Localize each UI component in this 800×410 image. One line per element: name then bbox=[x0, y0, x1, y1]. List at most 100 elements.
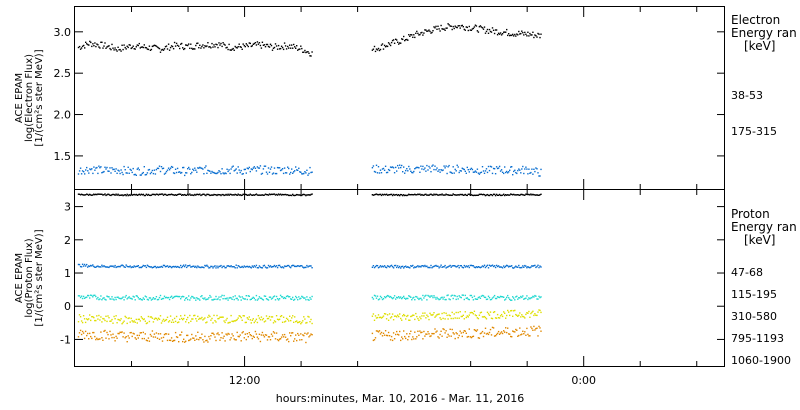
proton-point bbox=[220, 265, 221, 266]
proton-point bbox=[118, 333, 119, 334]
electron-point bbox=[433, 169, 434, 170]
proton-point bbox=[258, 315, 259, 316]
proton-point bbox=[416, 336, 417, 337]
proton-point bbox=[487, 265, 488, 266]
proton-point bbox=[275, 299, 276, 300]
electron-legend-title-1: Electron bbox=[731, 13, 780, 27]
electron-point bbox=[276, 173, 277, 174]
proton-point bbox=[414, 332, 415, 333]
electron-point bbox=[155, 173, 156, 174]
proton-point bbox=[78, 321, 79, 322]
proton-point bbox=[138, 297, 139, 298]
proton-point bbox=[417, 331, 418, 332]
proton-point bbox=[379, 298, 380, 299]
proton-point bbox=[443, 266, 444, 267]
electron-point bbox=[444, 30, 445, 31]
electron-point bbox=[501, 169, 502, 170]
proton-point bbox=[135, 322, 136, 323]
electron-point bbox=[434, 166, 435, 167]
proton-point bbox=[113, 266, 114, 267]
proton-point bbox=[304, 318, 305, 319]
proton-point bbox=[289, 296, 290, 297]
proton-point bbox=[143, 332, 144, 333]
proton-point bbox=[533, 315, 534, 316]
proton-point bbox=[144, 338, 145, 339]
proton-point bbox=[275, 321, 276, 322]
proton-point bbox=[233, 296, 234, 297]
electron-point bbox=[412, 172, 413, 173]
proton-point bbox=[164, 265, 165, 266]
proton-point bbox=[375, 315, 376, 316]
proton-point bbox=[267, 339, 268, 340]
proton-point bbox=[179, 319, 180, 320]
electron-point bbox=[120, 169, 121, 170]
proton-point bbox=[255, 299, 256, 300]
proton-point bbox=[206, 340, 207, 341]
proton-point bbox=[400, 318, 401, 319]
proton-point bbox=[185, 321, 186, 322]
electron-point bbox=[478, 31, 479, 32]
proton-point bbox=[529, 317, 530, 318]
electron-point bbox=[120, 50, 121, 51]
proton-point bbox=[514, 331, 515, 332]
proton-point bbox=[131, 332, 132, 333]
electron-point bbox=[533, 169, 534, 170]
proton-point bbox=[298, 335, 299, 336]
proton-point bbox=[529, 335, 530, 336]
proton-point bbox=[159, 319, 160, 320]
proton-point bbox=[395, 334, 396, 335]
proton-point bbox=[190, 321, 191, 322]
proton-point bbox=[524, 331, 525, 332]
proton-point bbox=[294, 338, 295, 339]
electron-point bbox=[213, 44, 214, 45]
proton-point bbox=[418, 335, 419, 336]
proton-panel-frame bbox=[75, 190, 725, 367]
electron-point bbox=[498, 167, 499, 168]
proton-point bbox=[255, 331, 256, 332]
proton-point bbox=[163, 319, 164, 320]
electron-point bbox=[443, 165, 444, 166]
proton-point bbox=[412, 336, 413, 337]
proton-point bbox=[215, 321, 216, 322]
electron-point bbox=[519, 170, 520, 171]
electron-panel-frame bbox=[75, 7, 725, 190]
proton-point bbox=[473, 299, 474, 300]
electron-ylabel-line3: [1/(cm²s ster MeV)] bbox=[34, 49, 45, 146]
proton-point bbox=[262, 319, 263, 320]
proton-point bbox=[491, 299, 492, 300]
proton-point bbox=[204, 336, 205, 337]
proton-point bbox=[473, 313, 474, 314]
proton-point bbox=[91, 295, 92, 296]
proton-point bbox=[244, 337, 245, 338]
electron-point bbox=[205, 165, 206, 166]
proton-point bbox=[479, 338, 480, 339]
electron-point bbox=[396, 39, 397, 40]
proton-point bbox=[126, 195, 127, 196]
electron-point bbox=[128, 167, 129, 168]
electron-point bbox=[436, 167, 437, 168]
electron-point bbox=[403, 36, 404, 37]
proton-point bbox=[168, 297, 169, 298]
proton-point bbox=[398, 334, 399, 335]
electron-point bbox=[110, 49, 111, 50]
proton-point bbox=[293, 322, 294, 323]
electron-point bbox=[492, 27, 493, 28]
electron-point bbox=[443, 28, 444, 29]
electron-point bbox=[416, 31, 417, 32]
proton-point bbox=[450, 329, 451, 330]
proton-point bbox=[84, 338, 85, 339]
proton-point bbox=[142, 266, 143, 267]
proton-point bbox=[311, 334, 312, 335]
electron-point bbox=[508, 33, 509, 34]
electron-point bbox=[401, 165, 402, 166]
proton-point bbox=[209, 338, 210, 339]
proton-point bbox=[171, 296, 172, 297]
proton-point bbox=[536, 315, 537, 316]
proton-ytick-label-2: 1 bbox=[64, 267, 71, 280]
proton-point bbox=[138, 337, 139, 338]
proton-point bbox=[380, 333, 381, 334]
electron-point bbox=[467, 27, 468, 28]
electron-point bbox=[259, 167, 260, 168]
electron-point bbox=[240, 172, 241, 173]
proton-point bbox=[251, 322, 252, 323]
